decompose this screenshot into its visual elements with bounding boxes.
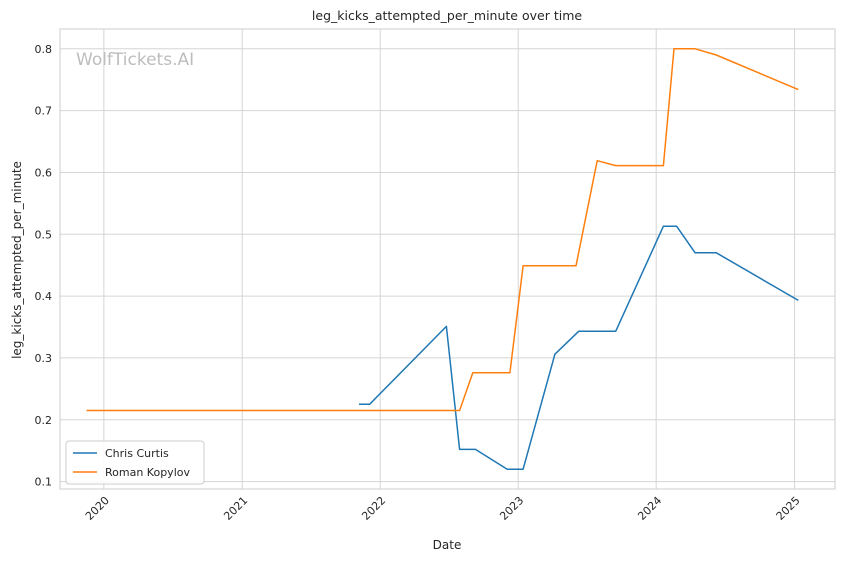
series-line-chris-curtis: [359, 225, 799, 470]
y-tick-label: 0.2: [35, 414, 53, 427]
x-tick-label: 2022: [359, 494, 388, 523]
x-tick-label: 2024: [635, 494, 664, 523]
plot-area-frame: [59, 28, 836, 490]
series-layer: [86, 48, 799, 470]
series-line-roman-kopylov: [86, 48, 799, 412]
x-axis-label: Date: [433, 538, 462, 552]
legend-label-chris-curtis: Chris Curtis: [105, 447, 169, 460]
y-tick-label: 0.3: [35, 352, 53, 365]
x-tick-label: 2025: [774, 494, 803, 523]
x-tick-label: 2021: [221, 494, 250, 523]
y-tick-label: 0.8: [35, 43, 53, 56]
legend-box: [65, 440, 205, 485]
y-axis-label: leg_kicks_attempted_per_minute: [10, 161, 24, 359]
y-axis-ticks: 0.1 0.2 0.3 0.4 0.5 0.6 0.7 0.8: [35, 43, 53, 489]
chart-title: leg_kicks_attempted_per_minute over time: [312, 8, 582, 23]
x-axis-ticks: 2020 2021 2022 2023 2024 2025: [83, 494, 803, 523]
x-tick-label: 2020: [83, 494, 112, 523]
y-tick-label: 0.1: [35, 476, 53, 489]
y-tick-label: 0.4: [35, 290, 53, 303]
y-tick-label: 0.5: [35, 228, 53, 241]
legend: Chris Curtis Roman Kopylov: [65, 440, 205, 485]
legend-label-roman-kopylov: Roman Kopylov: [105, 466, 190, 479]
y-tick-label: 0.6: [35, 166, 53, 179]
watermark-text: WolfTickets.AI: [76, 50, 194, 70]
y-tick-label: 0.7: [35, 105, 53, 118]
grid: [60, 29, 835, 489]
x-tick-label: 2023: [497, 494, 526, 523]
